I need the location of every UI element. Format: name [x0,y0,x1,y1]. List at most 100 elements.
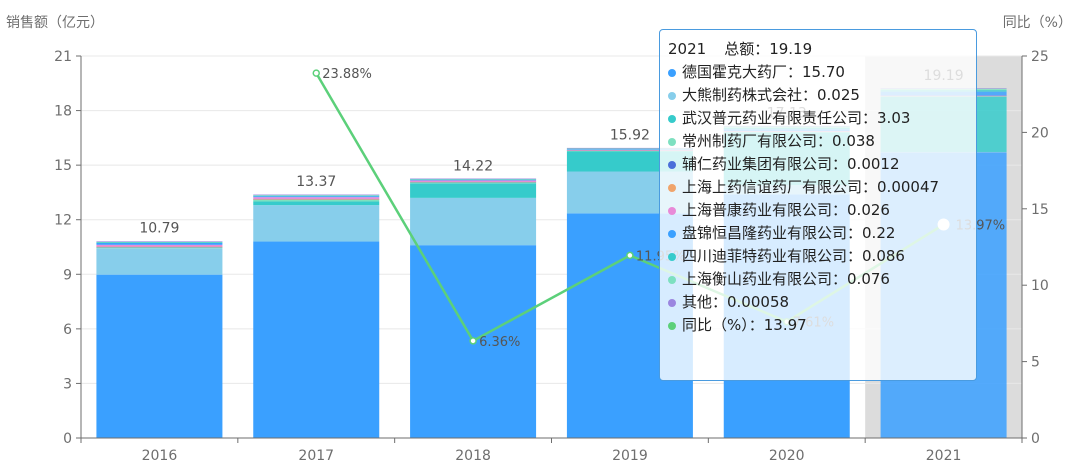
tooltip-row: 辅仁药业集团有限公司：0.0012 [668,153,968,176]
bar-segment[interactable] [566,150,693,152]
tooltip-row-text: 其他：0.00058 [682,293,790,311]
left-tick-label: 9 [63,267,72,283]
bar-segment[interactable] [253,205,380,242]
yoy-label: 6.36% [479,335,520,350]
tooltip-row-text: 辅仁药业集团有限公司：0.0012 [682,155,900,173]
tooltip-header: 2021 总额：19.19 [668,38,968,61]
tooltip-row-text: 常州制药厂有限公司：0.038 [682,132,875,150]
tooltip-row: 上海上药信谊药厂有限公司：0.00047 [668,176,968,199]
left-tick-label: 12 [54,213,72,229]
tooltip-row: 其他：0.00058 [668,291,968,314]
x-tick-label: 2020 [769,448,805,464]
x-tick-label: 2018 [455,448,491,464]
bar-segment[interactable] [410,181,537,183]
right-axis-title: 同比（%） [1003,15,1072,31]
tooltip-row-text: 大熊制药株式会社：0.025 [682,86,860,104]
tooltip-row-text: 上海普康药业有限公司：0.026 [682,201,890,219]
bar-segment[interactable] [96,248,223,275]
bar-segment[interactable] [410,179,537,181]
legend-dot-icon [668,298,676,307]
right-tick-label: 10 [1031,278,1049,294]
bar-segment[interactable] [253,195,380,196]
tooltip-rows: 德国霍克大药厂：15.70 大熊制药株式会社：0.025 武汉普元药业有限责任公司：… [668,61,968,337]
right-tick-label: 0 [1031,431,1040,447]
left-axis-title: 销售额（亿元） [6,15,104,31]
bar-segment[interactable] [96,242,223,243]
x-tick-label: 2017 [298,448,334,464]
yoy-point [469,337,477,345]
legend-dot-icon [668,252,676,261]
total-label: 10.79 [139,221,179,237]
yoy-label: 23.88% [322,67,372,82]
bar-segment[interactable] [566,148,693,150]
total-label: 13.37 [296,174,336,190]
bar-segment[interactable] [96,241,223,242]
bar-segment[interactable] [410,178,537,180]
bar-segment[interactable] [410,197,537,246]
legend-dot-icon [668,91,676,100]
tooltip-total: 总额：19.19 [724,40,813,58]
tooltip-row: 武汉普元药业有限责任公司：3.03 [668,107,968,130]
yoy-point [312,69,320,77]
bar-segment[interactable] [566,147,693,149]
left-tick-label: 0 [63,431,72,447]
x-tick-label: 2016 [142,448,178,464]
x-tick-label: 2021 [926,448,962,464]
tooltip-row: 盘锦恒昌隆药业有限公司：0.22 [668,222,968,245]
left-tick-label: 15 [54,158,72,174]
bar-segment[interactable] [410,183,537,198]
legend-dot-icon [668,229,676,238]
left-tick-label: 18 [54,104,72,120]
tooltip-row: 四川迪菲特药业有限公司：0.086 [668,245,968,268]
left-tick-label: 6 [63,322,72,338]
bar-segment[interactable] [96,241,223,243]
tooltip-row: 常州制药厂有限公司：0.038 [668,130,968,153]
left-tick-label: 21 [54,49,72,65]
axes: 0 3 6 9 12 15 18 21 0 5 10 15 20 25 2016 2017 2018 2019 20… [54,49,1049,464]
bar-segment[interactable] [253,194,380,196]
bar-segment[interactable] [253,196,380,198]
total-label: 14.22 [453,158,493,174]
bar-segment[interactable] [566,149,693,151]
bar-segment[interactable] [253,195,380,197]
bar-segment[interactable] [96,242,223,245]
bar-segment[interactable] [96,247,223,249]
bar-segment[interactable] [410,178,537,180]
tooltip-row: 德国霍克大药厂：15.70 [668,61,968,84]
bar-segment[interactable] [410,180,537,182]
left-tick-label: 3 [63,376,72,392]
bar-segment[interactable] [253,198,380,200]
tooltip-row-text: 四川迪菲特药业有限公司：0.086 [682,247,905,265]
bar-segment[interactable] [96,246,223,248]
tooltip-year: 2021 [668,40,707,58]
legend-dot-icon [668,183,676,192]
tooltip-row-text: 盘锦恒昌隆药业有限公司：0.22 [682,224,896,242]
legend-dot-icon [668,321,676,330]
tooltip-row-text: 上海衡山药业有限公司：0.076 [682,270,890,288]
tooltip-row: 大熊制药株式会社：0.025 [668,84,968,107]
x-tick-label: 2019 [612,448,648,464]
bar-segment[interactable] [96,244,223,247]
bar-segment[interactable] [253,199,380,202]
legend-dot-icon [668,206,676,215]
tooltip-row: 同比（%）：13.97 [668,314,968,337]
legend-dot-icon [668,68,676,77]
bar-segment[interactable] [410,179,537,180]
tooltip-row: 上海普康药业有限公司：0.026 [668,199,968,222]
bar-segment[interactable] [96,274,223,438]
tooltip-row-text: 德国霍克大药厂：15.70 [682,63,845,81]
right-tick-label: 25 [1031,49,1049,65]
chart-tooltip: 2021 总额：19.19 德国霍克大药厂：15.70 大熊制药株式会社：0.025… [659,29,977,381]
bar-segment[interactable] [253,201,380,206]
bar-segment[interactable] [566,148,693,149]
bar-segment[interactable] [253,197,380,199]
tooltip-row-text: 武汉普元药业有限责任公司：3.03 [682,109,911,127]
bar-segment[interactable] [566,149,693,150]
total-label: 15.92 [610,127,650,143]
legend-dot-icon [668,137,676,146]
tooltip-row-text: 上海上药信谊药厂有限公司：0.00047 [682,178,940,196]
yoy-point [626,251,634,260]
bar-segment[interactable] [410,182,537,184]
legend-dot-icon [668,275,676,284]
bar-segment[interactable] [253,241,380,438]
